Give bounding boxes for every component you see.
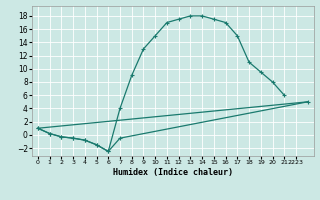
X-axis label: Humidex (Indice chaleur): Humidex (Indice chaleur) (113, 168, 233, 177)
